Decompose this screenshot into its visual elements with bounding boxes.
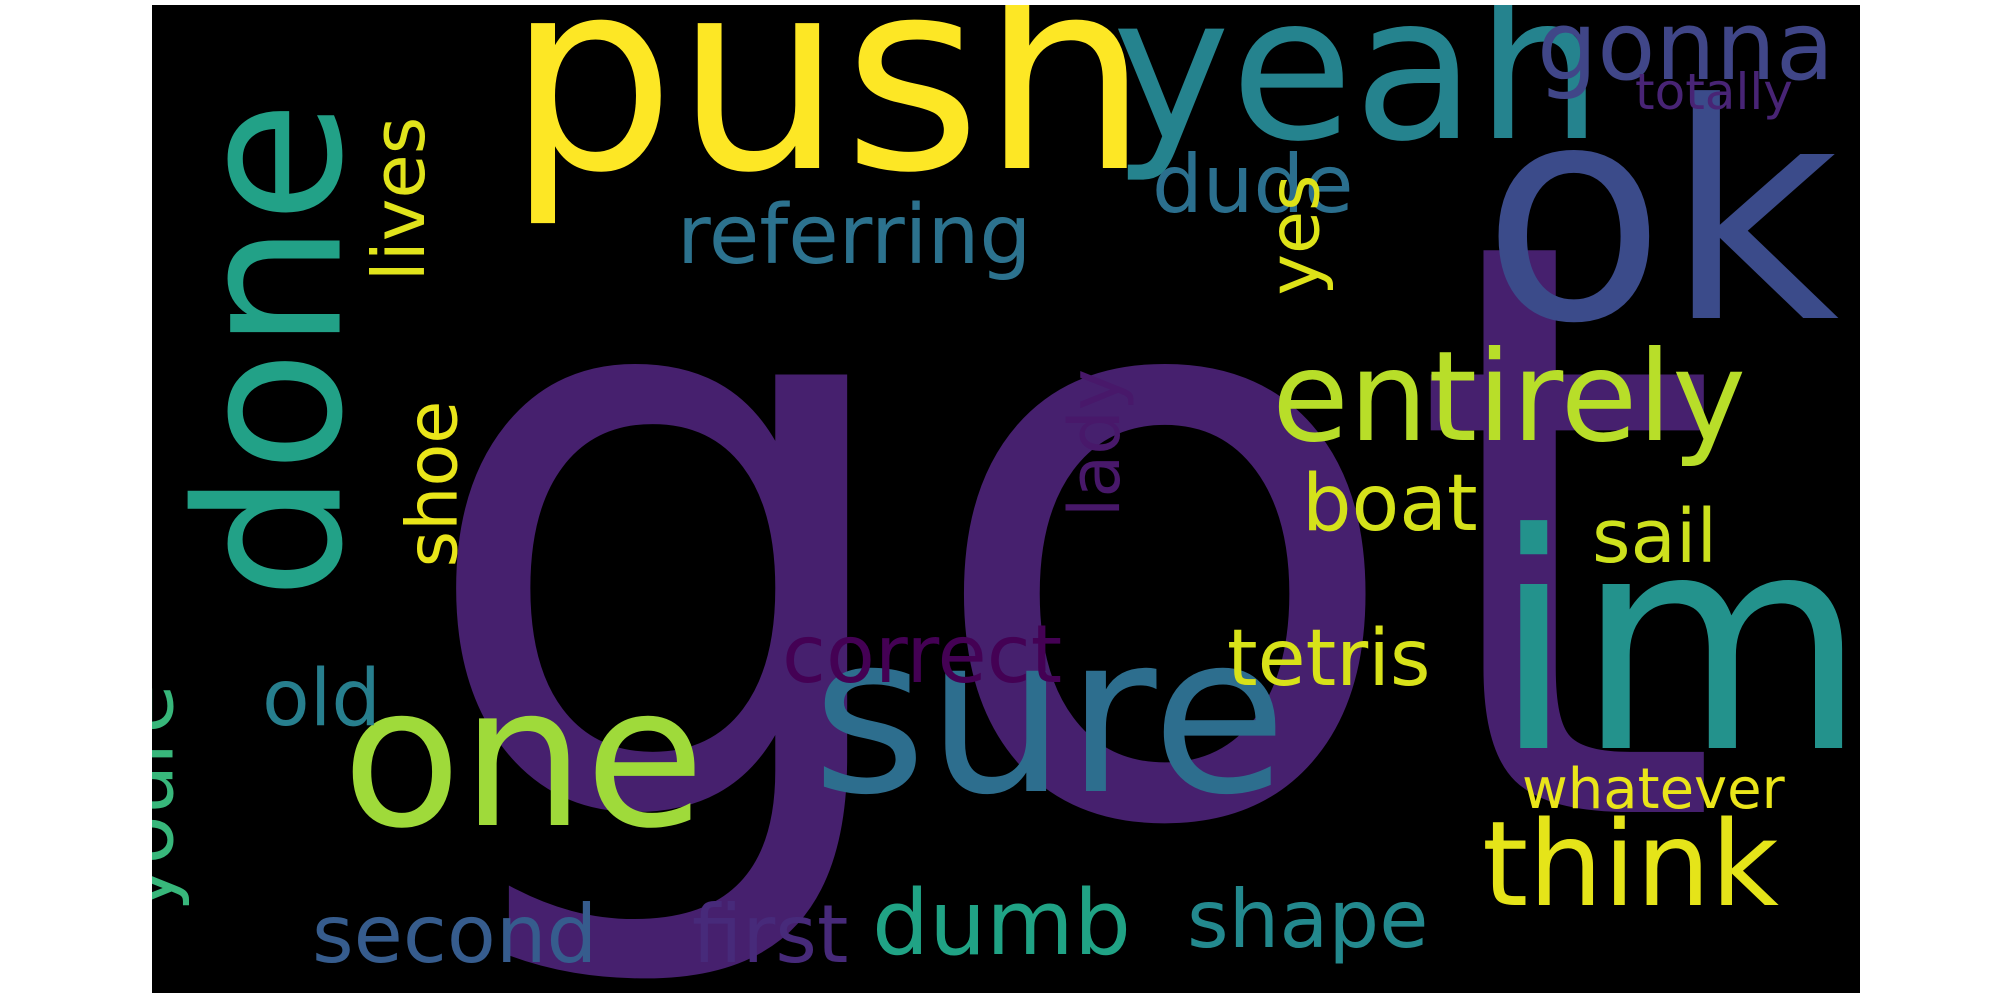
word-sail: sail (1592, 494, 1718, 580)
word-lady: lady (1054, 368, 1137, 518)
word-lives: lives (357, 116, 442, 282)
word-yes: yes (1253, 174, 1336, 296)
word-shape: shape (1187, 873, 1429, 966)
word-totally: totally (1635, 63, 1793, 121)
word-second: second (312, 888, 598, 981)
word-dumb: dumb (872, 871, 1131, 976)
word-shoe: shoe (391, 400, 474, 568)
word-referring: referring (677, 188, 1032, 283)
word-tetris: tetris (1227, 614, 1431, 704)
word-entirely: entirely (1272, 325, 1747, 470)
word-whatever: whatever (1522, 757, 1785, 822)
word-gonna: gonna (1537, 5, 1835, 102)
word-yeah: yeah (1112, 5, 1603, 186)
word-correct: correct (782, 608, 1063, 701)
word-think: think (1482, 795, 1779, 933)
word-im: im (1492, 470, 1860, 819)
word-first: first (692, 888, 849, 981)
word-old: old (262, 654, 381, 744)
word-push: push (507, 5, 1150, 231)
word-dude: dude (1152, 138, 1354, 231)
word-sure: sure (812, 587, 1288, 843)
word-cloud-canvas: got push ok done yeah sure one im entire… (152, 5, 1860, 993)
word-boat: boat (1302, 459, 1478, 549)
word-one: one (342, 644, 705, 871)
word-youre: youre (152, 684, 192, 912)
word-ok: ok (1482, 40, 1840, 389)
word-done: done (154, 100, 388, 600)
word-got: got (412, 69, 1723, 993)
